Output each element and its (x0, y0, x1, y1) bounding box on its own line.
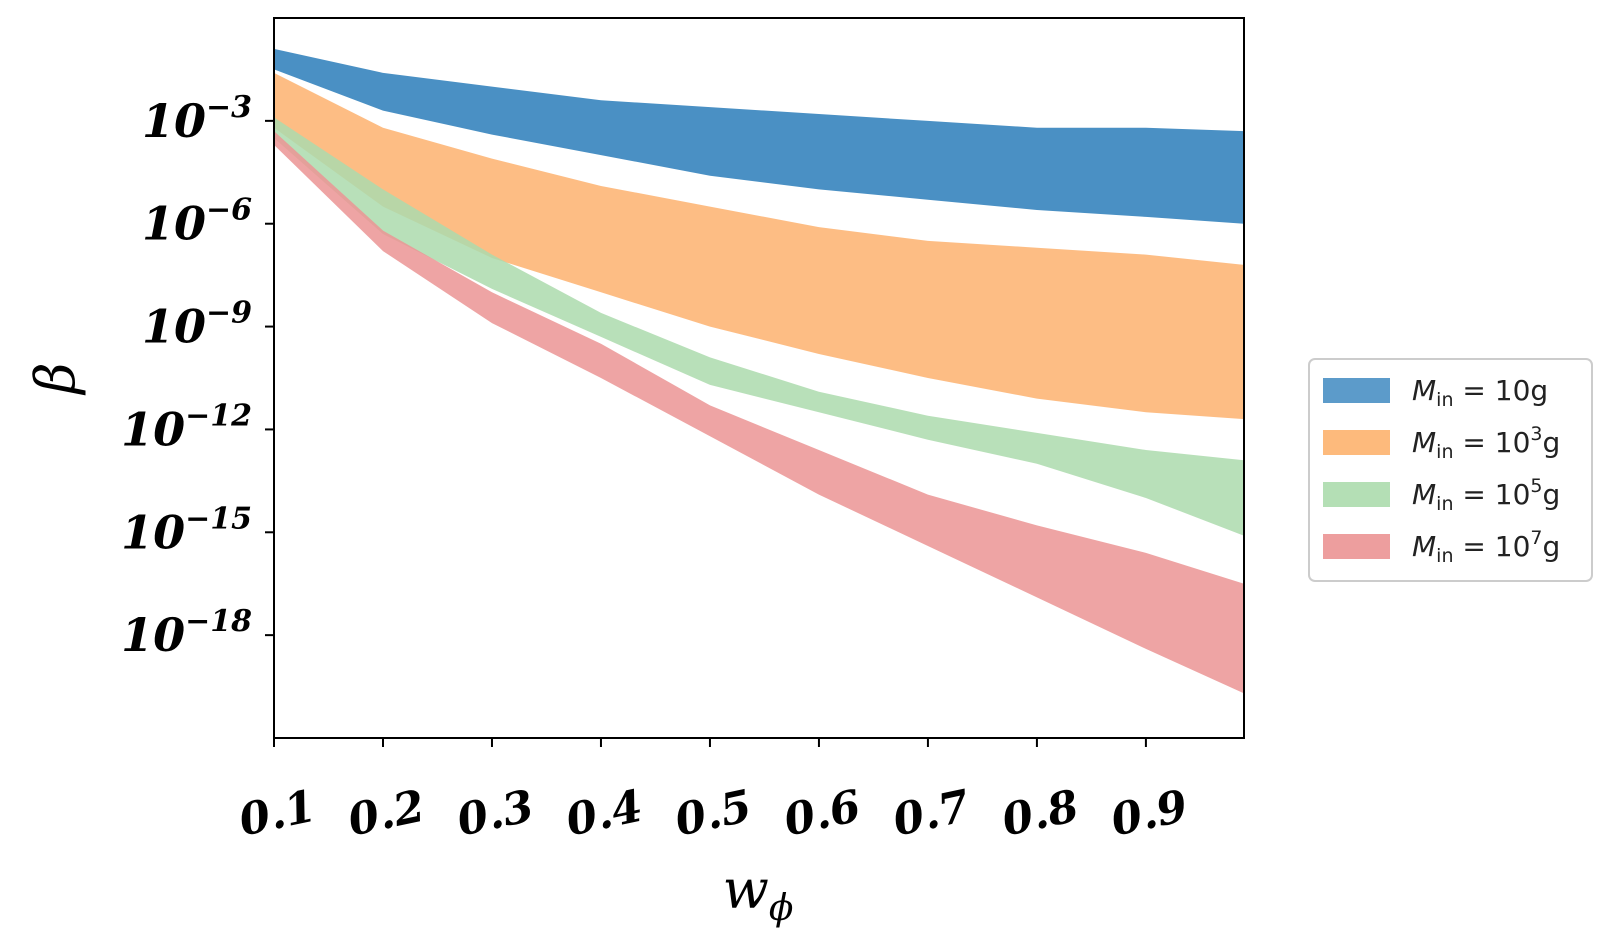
x-tick-label: 0.5 (671, 781, 756, 847)
x-tick-label: 0.1 (235, 781, 320, 847)
x-tick-label: 0.3 (453, 781, 538, 847)
legend-swatch (1323, 534, 1390, 559)
legend-swatch (1323, 482, 1390, 507)
legend-frame (1308, 358, 1593, 582)
x-axis-label: wϕ (723, 858, 794, 929)
legend-swatch (1323, 430, 1390, 455)
x-tick-label: 0.8 (998, 781, 1083, 847)
band-series-4 (274, 131, 1244, 694)
legend-label: Min = 103g (1412, 423, 1560, 463)
y-tick-label: 10−9 (142, 296, 252, 354)
y-tick-label: 10−3 (142, 90, 252, 148)
y-tick-label: 10−15 (121, 501, 252, 559)
x-axis-label-main: w (723, 858, 769, 921)
y-tick-label: 10−12 (121, 398, 252, 456)
x-axis: 0.1 0.2 0.3 0.4 0.5 0.6 0.7 0.8 0.9 (235, 738, 1192, 846)
legend-label: Min = 107g (1412, 527, 1560, 567)
band-series-3 (274, 117, 1244, 536)
band-series-2 (274, 72, 1244, 420)
legend-swatch (1323, 378, 1390, 403)
x-tick-label: 0.2 (344, 781, 429, 847)
legend: Min = 10g Min = 103g Min = 105g Min = 107g (1308, 358, 1593, 582)
legend-label: Min = 10g (1412, 374, 1548, 411)
series-bands (274, 48, 1244, 694)
y-tick-label: 10−18 (121, 604, 252, 662)
y-tick-label: 10−6 (142, 193, 252, 251)
x-tick-label: 0.6 (780, 781, 865, 847)
x-axis-label-sub: ϕ (769, 888, 794, 929)
band-series-1 (274, 48, 1244, 224)
x-tick-label: 0.7 (889, 781, 975, 847)
plot-frame (273, 17, 1245, 739)
x-tick-label: 0.4 (562, 781, 647, 847)
y-axis-label: β (24, 362, 87, 395)
legend-label: Min = 105g (1412, 475, 1560, 515)
x-tick-label: 0.9 (1107, 781, 1192, 847)
y-axis: 10−3 10−6 10−9 10−12 10−15 10−18 (121, 90, 274, 662)
